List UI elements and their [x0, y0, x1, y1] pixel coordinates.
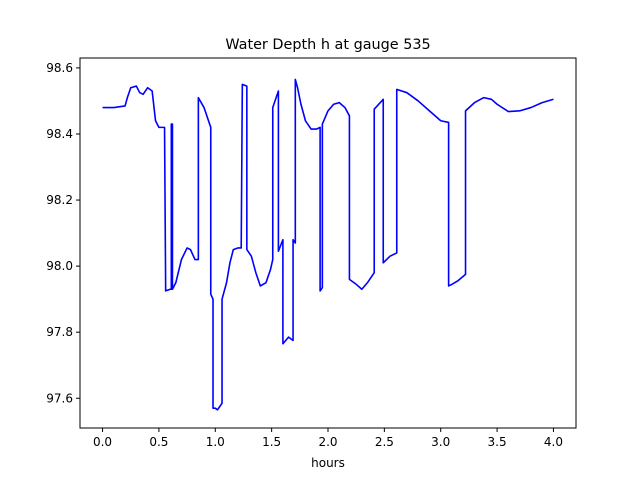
- x-tick-label: 2.5: [375, 435, 394, 449]
- x-tick-label: 0.0: [93, 435, 112, 449]
- y-tick-label: 97.6: [46, 391, 73, 405]
- x-tick-label: 3.5: [488, 435, 507, 449]
- y-tick-label: 98.4: [46, 127, 73, 141]
- chart-title: Water Depth h at gauge 535: [225, 37, 430, 53]
- x-tick-label: 3.0: [431, 435, 450, 449]
- x-tick-label: 1.0: [206, 435, 225, 449]
- y-axis: 97.6 97.8 98.0 98.2 98.4 98.6: [46, 61, 80, 405]
- y-tick-label: 97.8: [46, 325, 73, 339]
- x-axis: 0.0 0.5 1.0 1.5 2.0 2.5 3.0 3.5 4.0: [93, 428, 563, 449]
- y-tick-label: 98.0: [46, 259, 73, 273]
- x-tick-label: 1.5: [262, 435, 281, 449]
- x-tick-label: 4.0: [544, 435, 563, 449]
- y-tick-label: 98.2: [46, 193, 73, 207]
- plot-area: [102, 78, 554, 411]
- x-tick-label: 2.0: [318, 435, 337, 449]
- y-tick-label: 98.6: [46, 61, 73, 75]
- x-tick-label: 0.5: [149, 435, 168, 449]
- series-line: [102, 78, 554, 411]
- x-axis-label: hours: [311, 456, 345, 470]
